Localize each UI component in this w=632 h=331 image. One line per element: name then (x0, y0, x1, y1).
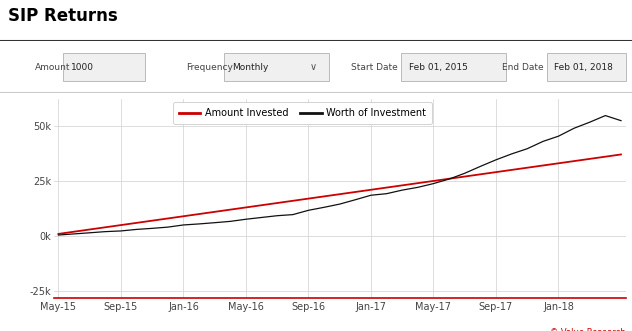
FancyBboxPatch shape (63, 53, 145, 81)
FancyBboxPatch shape (401, 53, 506, 81)
Text: SIP Returns: SIP Returns (8, 7, 118, 25)
Text: End Date: End Date (502, 63, 544, 71)
Text: © Value Research: © Value Research (550, 328, 626, 331)
Legend: Amount Invested, Worth of Investment: Amount Invested, Worth of Investment (173, 102, 432, 124)
FancyBboxPatch shape (224, 53, 329, 81)
Text: Amount: Amount (35, 63, 70, 71)
Text: ∨: ∨ (310, 62, 317, 72)
Text: Feb 01, 2015: Feb 01, 2015 (409, 63, 468, 71)
Text: Feb 01, 2018: Feb 01, 2018 (554, 63, 613, 71)
FancyBboxPatch shape (547, 53, 626, 81)
Text: Start Date: Start Date (351, 63, 398, 71)
Text: 1000: 1000 (71, 63, 94, 71)
Text: Frequency: Frequency (186, 63, 233, 71)
Text: Monthly: Monthly (232, 63, 269, 71)
